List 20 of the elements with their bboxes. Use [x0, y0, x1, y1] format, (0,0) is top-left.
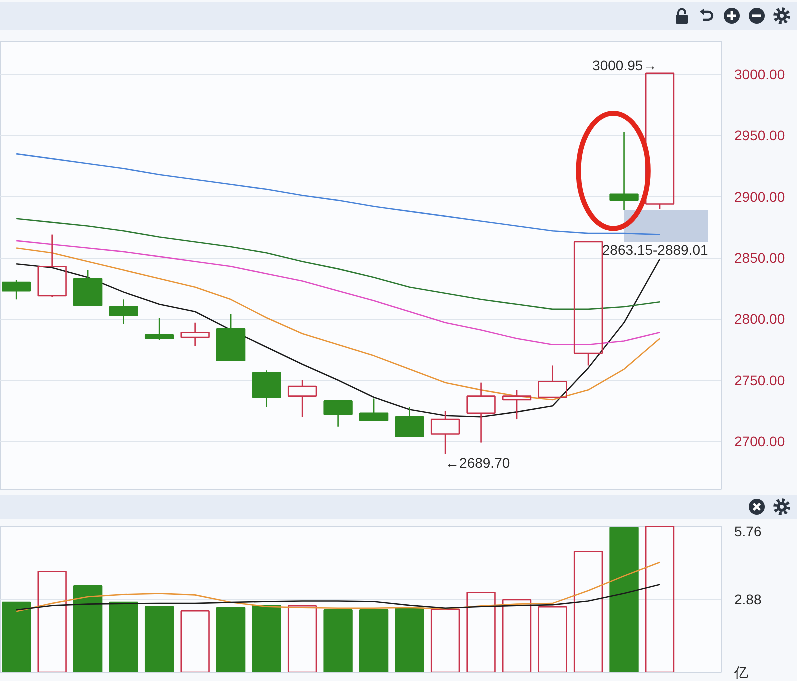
- y-tick-label: 2850.00: [734, 250, 786, 266]
- y-tick-label: 3000.00: [734, 66, 786, 83]
- band-label: 2863.15-2889.01: [602, 242, 708, 258]
- y-tick-label: 亿: [734, 664, 748, 680]
- y-tick-label: 2900.00: [734, 188, 786, 205]
- y-tick-label: 2700.00: [734, 434, 786, 450]
- candlestick: [252, 370, 282, 408]
- line-series: [16, 258, 661, 418]
- line-series: [16, 153, 661, 236]
- y-tick-label: 2950.00: [734, 128, 786, 144]
- y-tick-label: 5.76: [734, 524, 762, 540]
- candlestick: [466, 382, 496, 444]
- candlestick: [109, 298, 138, 325]
- candlestick: [180, 322, 210, 347]
- y-tick-label: 2800.00: [734, 311, 786, 328]
- y-tick-label: 2.88: [734, 592, 762, 608]
- annotation: ←2689.70: [446, 455, 510, 472]
- y-tick-label: 2750.00: [734, 372, 786, 388]
- candlestick: [610, 131, 639, 211]
- annotation: 3000.95→: [592, 57, 658, 74]
